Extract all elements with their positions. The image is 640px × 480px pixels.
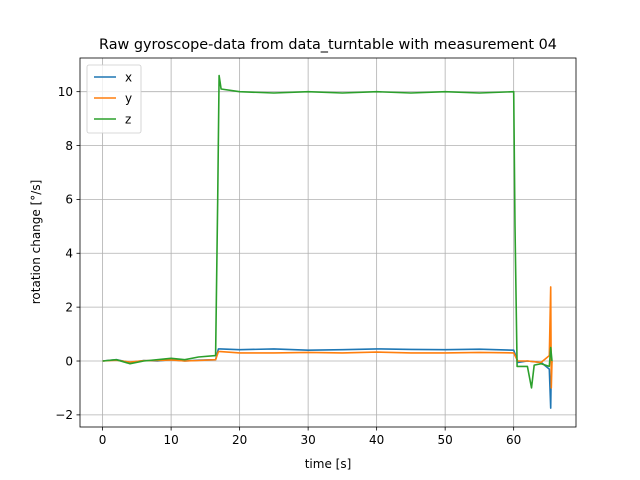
x-tick-label: 10 bbox=[163, 433, 178, 447]
y-tick-label: 10 bbox=[58, 85, 73, 99]
y-tick-label: 2 bbox=[65, 300, 73, 314]
ticks: 0 10 20 30 40 50 60 −2 0 2 4 6 8 10 bbox=[55, 85, 521, 447]
chart-title: Raw gyroscope-data from data_turntable w… bbox=[99, 37, 557, 53]
x-tick-label: 60 bbox=[506, 433, 521, 447]
y-tick-label: 8 bbox=[65, 139, 73, 153]
x-axis-label: time [s] bbox=[305, 457, 352, 471]
legend: xyz bbox=[86, 64, 142, 134]
x-tick-label: 40 bbox=[369, 433, 384, 447]
legend-label-y: y bbox=[125, 91, 132, 105]
y-axis-label: rotation change [°/s] bbox=[29, 180, 43, 305]
y-tick-label: 4 bbox=[65, 247, 73, 261]
plot-frame bbox=[79, 57, 577, 428]
y-tick-label: 0 bbox=[65, 354, 73, 368]
x-tick-label: 0 bbox=[99, 433, 107, 447]
y-tick-label: −2 bbox=[55, 408, 73, 422]
series-line-y bbox=[102, 286, 553, 389]
y-tick-label: 6 bbox=[65, 193, 73, 207]
x-tick-label: 30 bbox=[300, 433, 315, 447]
series-line-z bbox=[102, 74, 553, 389]
x-tick-label: 50 bbox=[438, 433, 453, 447]
x-tick-label: 20 bbox=[232, 433, 247, 447]
legend-box bbox=[86, 64, 142, 134]
legend-label-x: x bbox=[125, 70, 132, 84]
plot-area bbox=[80, 58, 576, 427]
legend-label-z: z bbox=[125, 112, 131, 126]
series-lines bbox=[102, 74, 553, 409]
